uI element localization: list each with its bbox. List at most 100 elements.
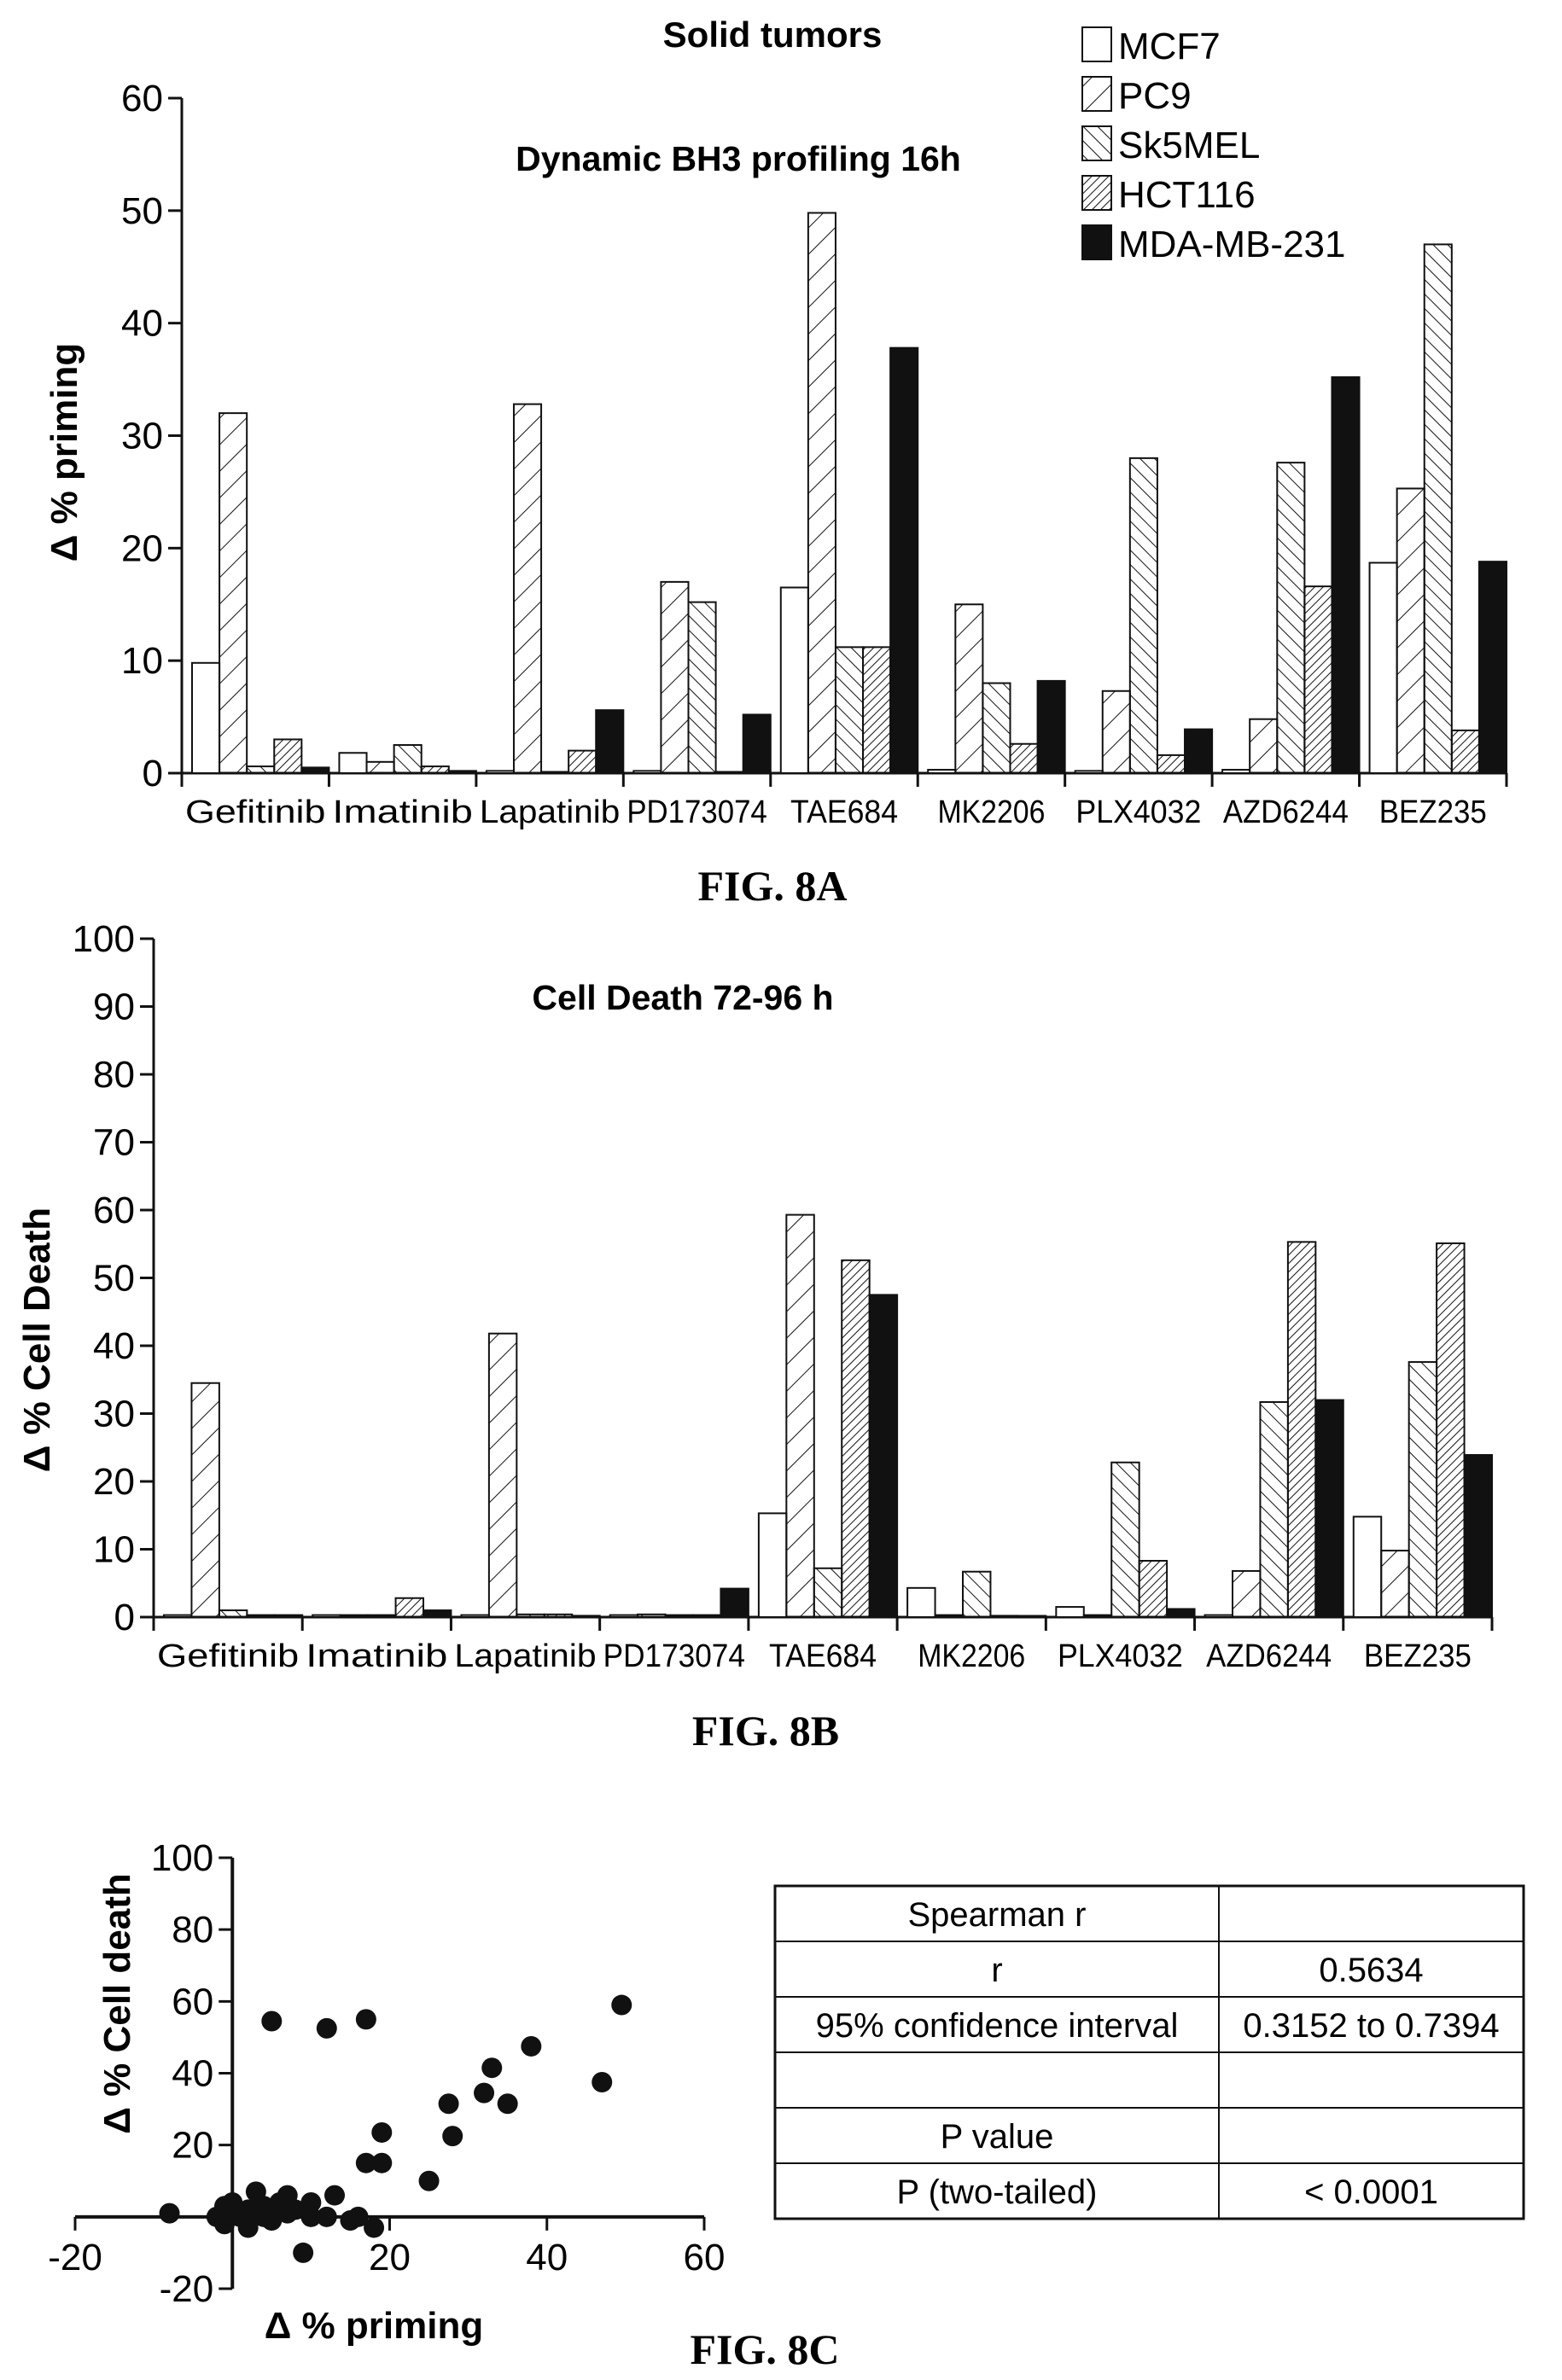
chart-8c-xtick-label: -20 [48, 2237, 102, 2278]
chart-8b-category-label: Gefitinib [157, 1638, 299, 1674]
chart-8a-bar-pc9-imatinib [365, 760, 395, 774]
chart-8c-ytick-label: 100 [151, 1837, 213, 1879]
chart-8a-bar-mda-mb-231-imatinib [447, 770, 477, 775]
chart-8c-point [300, 2192, 322, 2213]
chart-8a-bar-mda-mb-231-azd6244 [1331, 375, 1361, 774]
chart-8b-category-label: TAE684 [769, 1638, 877, 1674]
chart-8c-point [521, 2035, 542, 2057]
chart-8a-category-label: PLX4032 [1075, 794, 1201, 830]
chart-8b-ytick-label: 10 [93, 1529, 135, 1571]
chart-8c-point [371, 2121, 393, 2143]
chart-8b-bar-mda-mb-231-azd6244 [1314, 1399, 1344, 1618]
chart-8a-bar-sk5mel-gefitinib [246, 765, 276, 775]
chart-8a-bar-mda-mb-231-pd173074 [742, 713, 772, 774]
chart-8b-bar-sk5mel-tae684 [813, 1567, 843, 1619]
chart-8a-ytick-label: 10 [121, 640, 163, 682]
chart-8b-bar-pc9-imatinib [339, 1614, 370, 1618]
chart-8c-point [442, 2126, 463, 2147]
chart-8b-bar-mda-mb-231-imatinib [423, 1609, 452, 1619]
chart-8c-point [293, 2242, 314, 2263]
chart-8a-bar-mda-mb-231-gefitinib [300, 766, 330, 774]
chart-8a-bar-sk5mel-bez235 [1423, 243, 1453, 774]
chart-8b-bar-pc9-bez235 [1380, 1550, 1410, 1618]
chart-8a-bar-pc9-tae684 [807, 212, 836, 775]
chart-8a-bar-sk5mel-azd6244 [1276, 462, 1306, 774]
chart-8a-bar-hct116-bez235 [1450, 729, 1480, 774]
legend-swatch-mcf7 [1081, 26, 1112, 62]
chart-8b-ylabel: Δ % Cell Death [16, 1207, 58, 1472]
chart-8c-point [300, 2206, 322, 2227]
chart-8a-category-label: PD173074 [627, 794, 766, 830]
chart-8a-bar-pc9-pd173074 [660, 580, 690, 775]
chart-8c-xtick-label: 40 [526, 2237, 568, 2278]
chart-8b-category-label: BEZ235 [1364, 1638, 1472, 1674]
chart-8c-xlabel: Δ % priming [265, 2305, 484, 2347]
chart-8a-bar-mcf7-imatinib [338, 752, 368, 775]
chart-8b-bar-mcf7-plx4032 [1055, 1606, 1085, 1618]
chart-8a-bar-hct116-imatinib [420, 765, 450, 775]
chart-8b-bar-sk5mel-mk2206 [962, 1570, 992, 1618]
chart-8b: Cell Death 72-96 h Δ % Cell Death 0 10 20 3… [16, 918, 1494, 1754]
chart-8c-xtick-label: 60 [684, 2237, 726, 2278]
chart-8b-bar-pc9-lapatinib [487, 1332, 518, 1618]
stats-table-label-cell: Spearman r [908, 1896, 1087, 1934]
chart-8a-bar-pc9-bez235 [1396, 487, 1425, 774]
chart-8c-point [371, 2152, 393, 2173]
chart-8b-bar-hct116-tae684 [841, 1259, 871, 1618]
chart-8b-bar-pc9-tae684 [785, 1213, 815, 1618]
legend-label-mda-mb-231: MDA-MB-231 [1118, 224, 1346, 265]
chart-8c-plot: -20 20 40 60 80 100 -20 20 40 60 [48, 1837, 725, 2310]
chart-8a: Solid tumors Dynamic BH3 profiling 16h Δ… [44, 15, 1508, 910]
chart-8b-ytick-label: 20 [93, 1461, 135, 1503]
chart-8a-bar-sk5mel-pd173074 [687, 601, 717, 775]
chart-8a-ytick-label: 0 [143, 753, 163, 794]
chart-8b-category-label: Lapatinib [454, 1638, 596, 1674]
chart-8c-ytick-label: -20 [160, 2268, 214, 2310]
chart-8a-category-label: AZD6244 [1223, 794, 1349, 830]
chart-8a-ytick-label: 50 [121, 190, 163, 232]
chart-8c-point [284, 2199, 306, 2220]
chart-8a-bar-pc9-mk2206 [954, 603, 984, 774]
chart-8b-ytick-label: 0 [114, 1597, 135, 1638]
chart-8b-bar-sk5mel-pd173074 [664, 1614, 694, 1618]
chart-8a-bar-mcf7-bez235 [1368, 562, 1398, 775]
chart-8a-bar-pc9-plx4032 [1101, 690, 1131, 774]
chart-8a-bar-mcf7-lapatinib [485, 770, 515, 775]
chart-8a-bar-mcf7-pd173074 [632, 770, 662, 775]
legend-label-sk5mel: Sk5MEL [1118, 125, 1260, 166]
chart-8a-bar-hct116-tae684 [862, 646, 892, 775]
stats-table-value-cell: 0.5634 [1319, 1952, 1423, 1989]
legend-label-mcf7: MCF7 [1118, 26, 1221, 67]
chart-8a-bar-mcf7-plx4032 [1074, 770, 1104, 775]
chart-8b-category-label: Imatinib [306, 1638, 447, 1674]
chart-8a-ylabel: Δ % priming [44, 343, 85, 562]
stats-table-value-cell: < 0.0001 [1304, 2173, 1438, 2211]
chart-8a-bar-hct116-lapatinib [568, 749, 597, 775]
chart-8b-bar-mda-mb-231-bez235 [1463, 1453, 1493, 1618]
chart-8a-bar-mda-mb-231-bez235 [1477, 561, 1508, 774]
legend-label-hct116: HCT116 [1118, 174, 1256, 216]
chart-8b-ytick-label: 60 [93, 1190, 135, 1231]
chart-8b-category-label: AZD6244 [1206, 1638, 1332, 1674]
stats-table-label-cell: P (two-tailed) [897, 2173, 1098, 2211]
legend-swatch-mda-mb-231 [1081, 224, 1112, 260]
chart-8a-ytick-label: 20 [121, 527, 163, 569]
chart-8c-point [261, 2210, 283, 2232]
chart-8a-category-label: TAE684 [790, 794, 898, 830]
chart-8b-bar-mda-mb-231-pd173074 [720, 1587, 749, 1618]
chart-8b-bar-pc9-plx4032 [1082, 1614, 1113, 1618]
chart-8c-point [592, 2072, 613, 2093]
chart-8b-category-label: MK2206 [918, 1638, 1025, 1674]
chart-8b-ytick-label: 100 [73, 918, 135, 960]
chart-8a-bar-hct116-plx4032 [1156, 754, 1186, 775]
chart-8b-bar-sk5mel-gefitinib [218, 1609, 248, 1619]
stats-table-label-cell: P value [941, 2118, 1054, 2156]
chart-8a-bar-pc9-lapatinib [512, 403, 543, 774]
chart-8b-bar-mcf7-pd173074 [609, 1614, 639, 1618]
chart-8c-caption: FIG. 8C [691, 2325, 840, 2373]
chart-8b-bar-mda-mb-231-tae684 [868, 1294, 899, 1618]
chart-8a-category-label: MK2206 [937, 794, 1045, 830]
legend-label-pc9: PC9 [1118, 75, 1192, 117]
chart-8a-bar-mda-mb-231-mk2206 [1036, 679, 1066, 774]
